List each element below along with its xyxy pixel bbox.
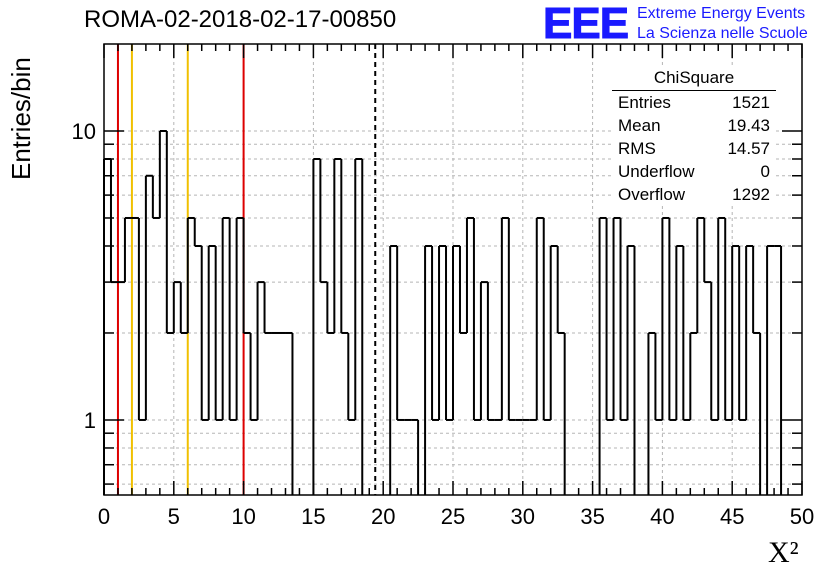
stats-row-mean: Mean 19.43 bbox=[612, 114, 776, 137]
stats-label: RMS bbox=[618, 139, 656, 158]
stats-row-rms: RMS 14.57 bbox=[612, 137, 776, 160]
x-tick-label: 5 bbox=[168, 504, 180, 529]
x-axis-label: X² bbox=[768, 536, 799, 569]
stats-value: 14.57 bbox=[727, 139, 770, 158]
y-tick-label: 10 bbox=[72, 119, 96, 144]
stats-box: ChiSquare Entries 1521 Mean 19.43 RMS 14… bbox=[612, 66, 776, 206]
x-tick-label: 10 bbox=[231, 504, 255, 529]
x-tick-label: 25 bbox=[441, 504, 465, 529]
eee-logo: EEE bbox=[542, 0, 629, 48]
stats-value: 19.43 bbox=[727, 116, 770, 135]
x-tick-label: 50 bbox=[790, 504, 814, 529]
y-tick-label: 1 bbox=[84, 408, 96, 433]
stats-label: Mean bbox=[618, 116, 661, 135]
x-tick-label: 15 bbox=[301, 504, 325, 529]
run-title: ROMA-02-2018-02-17-00850 bbox=[84, 6, 397, 33]
reference-lines bbox=[116, 44, 377, 495]
stats-label: Entries bbox=[618, 93, 671, 112]
x-tick-label: 35 bbox=[580, 504, 604, 529]
x-tick-label: 0 bbox=[98, 504, 110, 529]
stats-row-entries: Entries 1521 bbox=[612, 91, 776, 114]
stats-value: 0 bbox=[760, 162, 770, 181]
axis-ticks bbox=[103, 44, 803, 495]
stats-value: 1292 bbox=[732, 185, 770, 204]
stats-title: ChiSquare bbox=[612, 66, 776, 91]
tick-labels: 0 5 10 15 20 25 30 35 40 45 50 1 10 bbox=[72, 119, 815, 529]
x-tick-label: 20 bbox=[371, 504, 395, 529]
stats-value: 1521 bbox=[732, 93, 770, 112]
x-tick-label: 40 bbox=[650, 504, 674, 529]
logo-line-1: Extreme Energy Events bbox=[637, 5, 806, 22]
x-tick-label: 30 bbox=[511, 504, 535, 529]
logo-line-2: La Scienza nelle Scuole bbox=[637, 25, 808, 42]
stats-label: Overflow bbox=[618, 185, 686, 204]
x-tick-label: 45 bbox=[720, 504, 744, 529]
stats-row-overflow: Overflow 1292 bbox=[612, 183, 776, 206]
stats-row-underflow: Underflow 0 bbox=[612, 160, 776, 183]
y-axis-label: Entries/bin bbox=[6, 57, 36, 180]
stats-label: Underflow bbox=[618, 162, 695, 181]
